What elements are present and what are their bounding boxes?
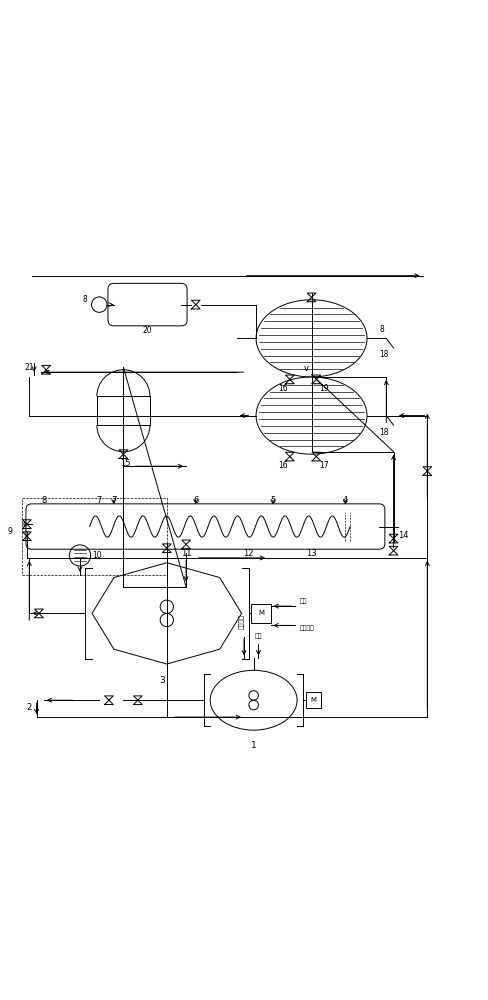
Text: 4: 4 (343, 496, 348, 505)
Text: 老料: 老料 (300, 599, 307, 604)
Text: 6: 6 (193, 496, 199, 505)
Text: 8: 8 (82, 295, 87, 304)
Text: 三氯氧磷: 三氯氧磷 (239, 614, 244, 629)
Text: 10: 10 (92, 551, 102, 560)
Text: 15: 15 (121, 459, 131, 468)
Bar (251, 604, 270, 623)
Text: 8: 8 (379, 325, 384, 334)
Text: 18: 18 (379, 350, 388, 359)
Text: 8: 8 (41, 496, 46, 505)
Text: 2: 2 (27, 703, 32, 712)
Text: M: M (310, 697, 317, 703)
Text: 固体矿石: 固体矿石 (300, 625, 314, 631)
Text: 1: 1 (251, 741, 257, 750)
Text: 5: 5 (270, 496, 276, 505)
Text: 14: 14 (398, 531, 409, 540)
Text: 20: 20 (142, 326, 152, 335)
Text: 16: 16 (278, 384, 287, 393)
Bar (22, 498, 167, 575)
Text: 9: 9 (7, 527, 12, 536)
Text: 21: 21 (24, 363, 34, 372)
Text: 7: 7 (111, 496, 117, 505)
Text: 溶剂: 溶剂 (255, 633, 262, 639)
Text: 12: 12 (244, 549, 254, 558)
Text: 3: 3 (159, 676, 165, 685)
Text: 16: 16 (278, 461, 287, 470)
Text: 13: 13 (306, 549, 317, 558)
Bar (306, 692, 321, 708)
Text: 11: 11 (181, 549, 191, 558)
Text: 18: 18 (379, 428, 388, 437)
Bar (97, 396, 150, 425)
Text: 19: 19 (319, 384, 328, 393)
Text: M: M (258, 610, 264, 616)
Text: 7: 7 (97, 496, 102, 505)
Text: v: v (304, 364, 309, 373)
Text: 17: 17 (319, 461, 328, 470)
